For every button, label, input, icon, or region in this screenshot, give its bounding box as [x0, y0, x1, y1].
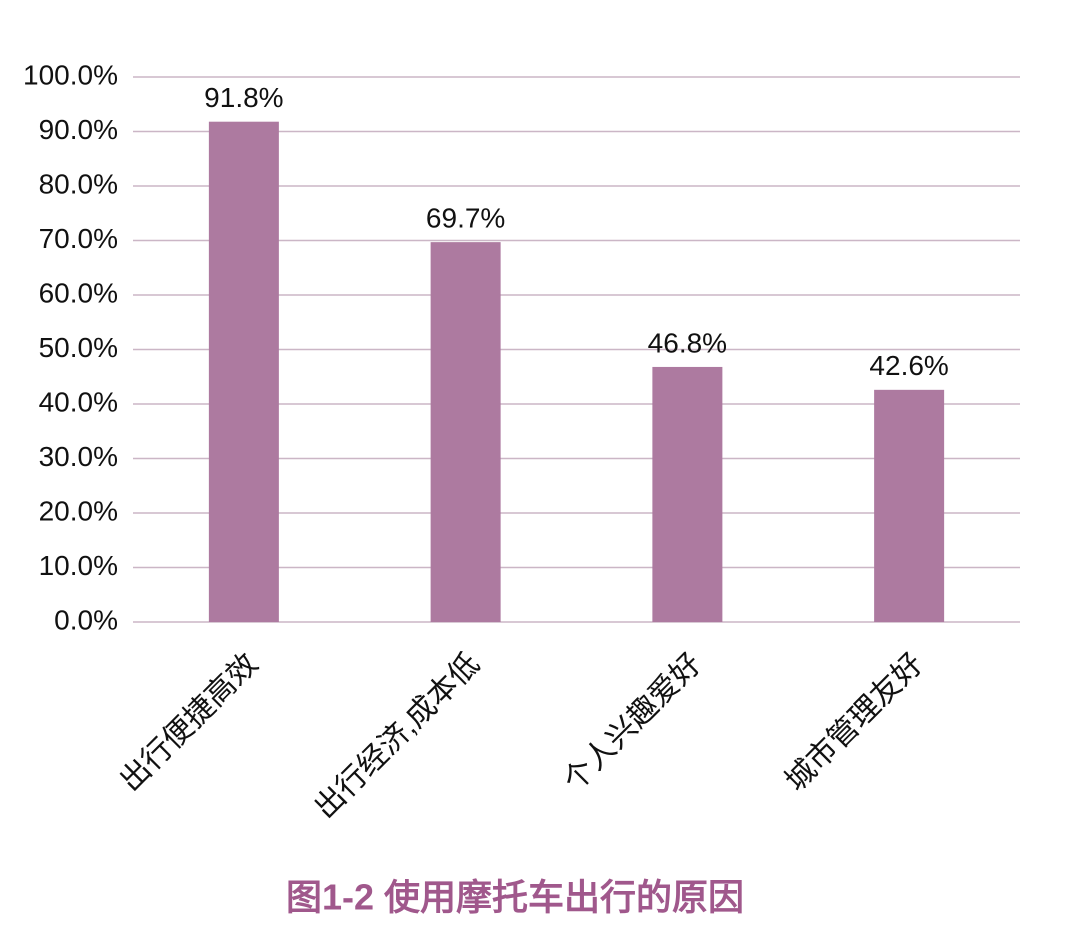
bar	[208, 121, 279, 622]
y-tick-label: 10.0%	[39, 550, 118, 581]
y-tick-label: 90.0%	[39, 114, 118, 145]
x-tick-label: 出行经济,成本低	[308, 647, 486, 825]
y-tick-label: 80.0%	[39, 168, 118, 199]
y-tick-label: 40.0%	[39, 386, 118, 417]
value-label: 69.7%	[426, 203, 505, 234]
y-tick-label: 60.0%	[39, 277, 118, 308]
bar	[652, 366, 723, 622]
y-tick-label: 0.0%	[54, 604, 118, 635]
bar	[430, 242, 501, 622]
y-tick-label: 30.0%	[39, 441, 118, 472]
y-tick-label: 70.0%	[39, 223, 118, 254]
value-label: 46.8%	[648, 327, 727, 358]
value-label: 42.6%	[869, 350, 948, 381]
chart-title: 图1-2 使用摩托车出行的原因	[286, 877, 744, 918]
x-tick-label: 出行便捷高效	[114, 647, 265, 798]
x-tick-label: 城市管理友好	[779, 647, 930, 798]
y-tick-label: 50.0%	[39, 332, 118, 363]
value-label: 91.8%	[204, 82, 283, 113]
y-tick-label: 20.0%	[39, 495, 118, 526]
y-tick-label: 100.0%	[23, 59, 118, 90]
x-tick-label: 个人兴趣爱好	[557, 647, 708, 798]
bar	[874, 389, 945, 622]
